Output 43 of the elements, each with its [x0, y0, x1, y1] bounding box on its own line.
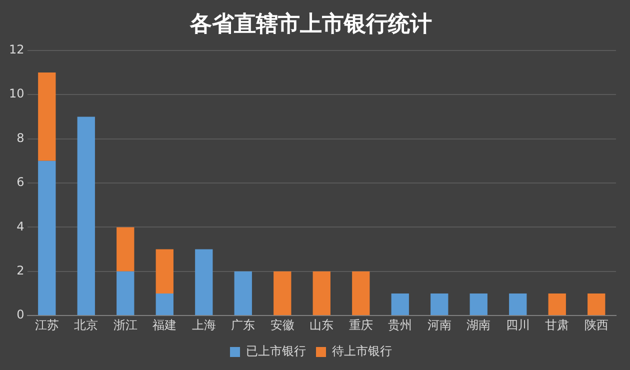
bar	[116, 271, 134, 316]
legend-label: 待上市银行	[332, 344, 392, 358]
bar	[588, 294, 606, 316]
x-tick-label: 贵州	[388, 318, 412, 332]
bar	[156, 249, 174, 294]
bar	[274, 271, 292, 316]
x-tick-label: 河南	[427, 318, 452, 332]
bar	[430, 294, 448, 316]
x-tick-label: 湖南	[466, 318, 491, 332]
x-tick-label: 上海	[192, 318, 216, 332]
bar	[391, 294, 409, 316]
chart-title: 各省直辖市上市银行统计	[189, 10, 432, 37]
x-tick-label: 广东	[231, 318, 256, 332]
y-tick-label: 2	[16, 264, 24, 278]
x-tick-label: 江苏	[34, 318, 59, 332]
bar	[234, 271, 252, 316]
bar	[77, 116, 95, 316]
x-tick-label: 四川	[506, 318, 530, 332]
x-tick-label: 甘肃	[545, 318, 570, 332]
x-tick-label: 山东	[310, 318, 334, 332]
bar	[470, 294, 488, 316]
x-tick-label: 北京	[74, 318, 98, 332]
bar	[312, 271, 330, 316]
y-tick-label: 6	[16, 175, 24, 190]
x-tick-label: 福建	[152, 318, 177, 332]
bar	[38, 160, 56, 316]
x-tick-label: 重庆	[348, 318, 373, 332]
bar	[38, 72, 56, 161]
y-tick-label: 12	[8, 42, 24, 57]
bar	[116, 227, 134, 272]
legend-label: 已上市银行	[246, 344, 306, 358]
y-tick-label: 8	[16, 130, 24, 145]
x-tick-label: 陕西	[584, 318, 608, 332]
bar	[352, 271, 370, 316]
y-tick-label: 4	[16, 219, 24, 234]
x-tick-label: 安徽	[270, 318, 294, 332]
y-tick-label: 0	[16, 308, 24, 322]
bar	[548, 294, 566, 316]
bar	[509, 294, 527, 316]
x-tick-label: 浙江	[113, 318, 138, 332]
bar	[156, 294, 174, 316]
y-tick-label: 10	[8, 86, 24, 101]
bar	[195, 249, 213, 316]
